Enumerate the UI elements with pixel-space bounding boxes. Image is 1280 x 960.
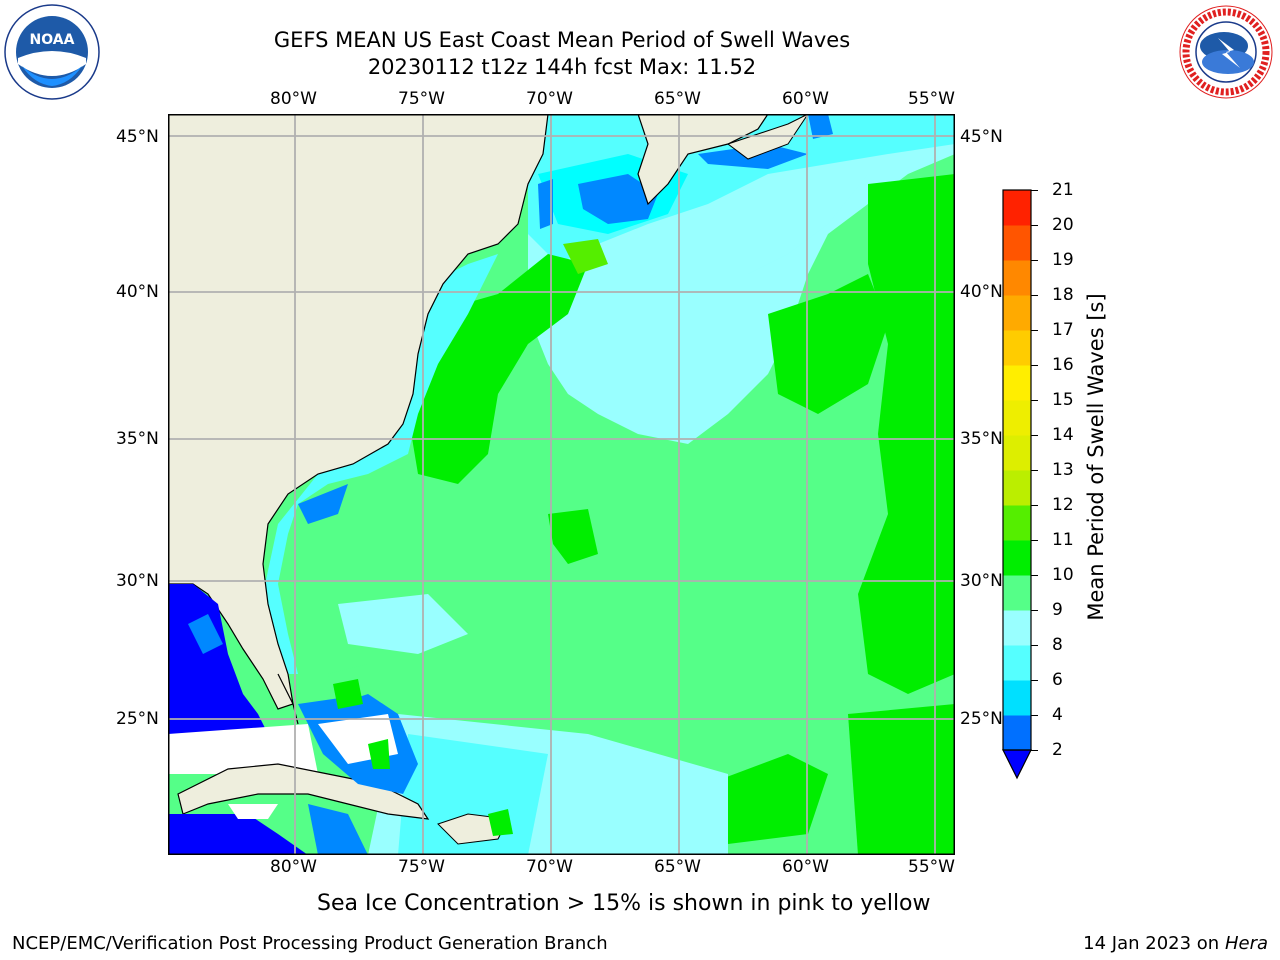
- coastal-cyan-band: [263, 254, 498, 674]
- colorbar-segment: [1003, 505, 1031, 541]
- colorbar-tick-mark: [1031, 469, 1038, 471]
- lat-label-right-45n: 45°N: [960, 127, 1003, 147]
- colorbar-tick-label: 8: [1052, 635, 1063, 655]
- lon-label-top-65w: 65°W: [654, 89, 701, 109]
- colorbar-tick-mark: [1031, 259, 1038, 261]
- colorbar-segment: [1003, 680, 1031, 716]
- lat-label-left-25n: 25°N: [116, 709, 159, 729]
- colorbar-tick-label: 2: [1052, 740, 1063, 760]
- colorbar-segment: [1003, 190, 1031, 226]
- lon-label-top-55w: 55°W: [908, 89, 955, 109]
- colorbar-tick-label: 11: [1052, 530, 1074, 550]
- colorbar-tick-mark: [1031, 329, 1038, 331]
- swell-period-map: [168, 114, 955, 855]
- colorbar-tick-mark: [1031, 539, 1038, 541]
- us-landmass: [168, 114, 549, 710]
- colorbar-tick-label: 12: [1052, 495, 1074, 515]
- colorbar-tick-mark: [1031, 294, 1038, 296]
- lon-label-top-60w: 60°W: [782, 89, 829, 109]
- cuba-landmass: [177, 763, 430, 820]
- colorbar-tick-label: 21: [1052, 180, 1074, 200]
- lat-label-right-25n: 25°N: [960, 709, 1003, 729]
- colorbar-segment: [1003, 645, 1031, 681]
- blue-gulf-region: [578, 174, 658, 224]
- lon-label-bottom-75w: 75°W: [398, 857, 445, 877]
- colorbar-tick-mark: [1031, 189, 1038, 191]
- footer-credit: NCEP/EMC/Verification Post Processing Pr…: [12, 933, 608, 954]
- colorbar-tick-label: 19: [1052, 250, 1074, 270]
- lon-label-top-70w: 70°W: [526, 89, 573, 109]
- colorbar-segment: [1003, 470, 1031, 506]
- nws-logo: [1178, 4, 1274, 100]
- colorbar-tick-label: 18: [1052, 285, 1074, 305]
- footer-host: Hera: [1224, 933, 1268, 954]
- colorbar-tick-mark: [1031, 224, 1038, 226]
- lat-label-left-40n: 40°N: [116, 282, 159, 302]
- colorbar-tick-mark: [1031, 504, 1038, 506]
- colorbar-segment: [1003, 260, 1031, 296]
- graticule: [168, 114, 955, 855]
- colorbar-segment: [1003, 225, 1031, 261]
- chart-subtitle: 20230112 t12z 144h fcst Max: 11.52: [367, 55, 757, 79]
- lon-label-bottom-65w: 65°W: [654, 857, 701, 877]
- colorbar-tick-mark: [1031, 399, 1038, 401]
- colorbar-tick-mark: [1031, 714, 1038, 716]
- colorbar-tick-mark: [1031, 749, 1038, 751]
- noaa-logo: NOAA: [4, 4, 100, 100]
- lon-label-top-80w: 80°W: [270, 89, 317, 109]
- colorbar-tick-label: 16: [1052, 355, 1074, 375]
- colorbar-segment: [1003, 575, 1031, 611]
- colorbar-segment: [1003, 400, 1031, 436]
- colorbar-tick-label: 6: [1052, 670, 1063, 690]
- colorbar-tick-label: 17: [1052, 320, 1074, 340]
- colorbar-label: Mean Period of Swell Waves [s]: [1084, 293, 1108, 621]
- colorbar-segment: [1003, 365, 1031, 401]
- lon-label-bottom-55w: 55°W: [908, 857, 955, 877]
- colorbar-segment: [1003, 330, 1031, 366]
- lat-label-left-35n: 35°N: [116, 429, 159, 449]
- sea-ice-caption: Sea Ice Concentration > 15% is shown in …: [317, 891, 931, 916]
- colorbar-tick-label: 13: [1052, 460, 1074, 480]
- colorbar-segment: [1003, 610, 1031, 646]
- colorbar-tick-mark: [1031, 434, 1038, 436]
- colorbar-tick-mark: [1031, 644, 1038, 646]
- colorbar-tick-mark: [1031, 574, 1038, 576]
- colorbar-segment: [1003, 435, 1031, 471]
- colorbar-segment: [1003, 295, 1031, 331]
- colorbar-tick-label: 20: [1052, 215, 1074, 235]
- colorbar-tick-mark: [1031, 609, 1038, 611]
- map-frame: [168, 114, 955, 855]
- colorbar-segment: [1003, 540, 1031, 576]
- colorbar-tick-mark: [1031, 364, 1038, 366]
- colorbar-extend-arrow: [1002, 749, 1032, 780]
- chart-title: GEFS MEAN US East Coast Mean Period of S…: [273, 28, 851, 52]
- colorbar-tick-label: 14: [1052, 425, 1074, 445]
- colorbar-tick-label: 4: [1052, 705, 1063, 725]
- lon-label-bottom-70w: 70°W: [526, 857, 573, 877]
- lat-label-right-40n: 40°N: [960, 282, 1003, 302]
- colorbar-tick-label: 10: [1052, 565, 1074, 585]
- colorbar-tick-label: 9: [1052, 600, 1063, 620]
- colorbar: [1001, 188, 1037, 788]
- footer-date-text: 14 Jan 2023 on: [1083, 933, 1225, 954]
- lat-label-right-35n: 35°N: [960, 429, 1003, 449]
- lon-label-top-75w: 75°W: [398, 89, 445, 109]
- colorbar-tick-mark: [1031, 679, 1038, 681]
- colorbar-segment: [1003, 715, 1031, 751]
- colorbar-tick-label: 15: [1052, 390, 1074, 410]
- lon-label-bottom-60w: 60°W: [782, 857, 829, 877]
- lat-label-right-30n: 30°N: [960, 571, 1003, 591]
- lon-label-bottom-80w: 80°W: [270, 857, 317, 877]
- green-patch-east: [858, 174, 955, 694]
- lat-label-left-45n: 45°N: [116, 127, 159, 147]
- lat-label-left-30n: 30°N: [116, 571, 159, 591]
- svg-text:NOAA: NOAA: [30, 32, 75, 48]
- footer-date: 14 Jan 2023 on Hera: [1083, 933, 1268, 954]
- cyan-region: [528, 114, 955, 264]
